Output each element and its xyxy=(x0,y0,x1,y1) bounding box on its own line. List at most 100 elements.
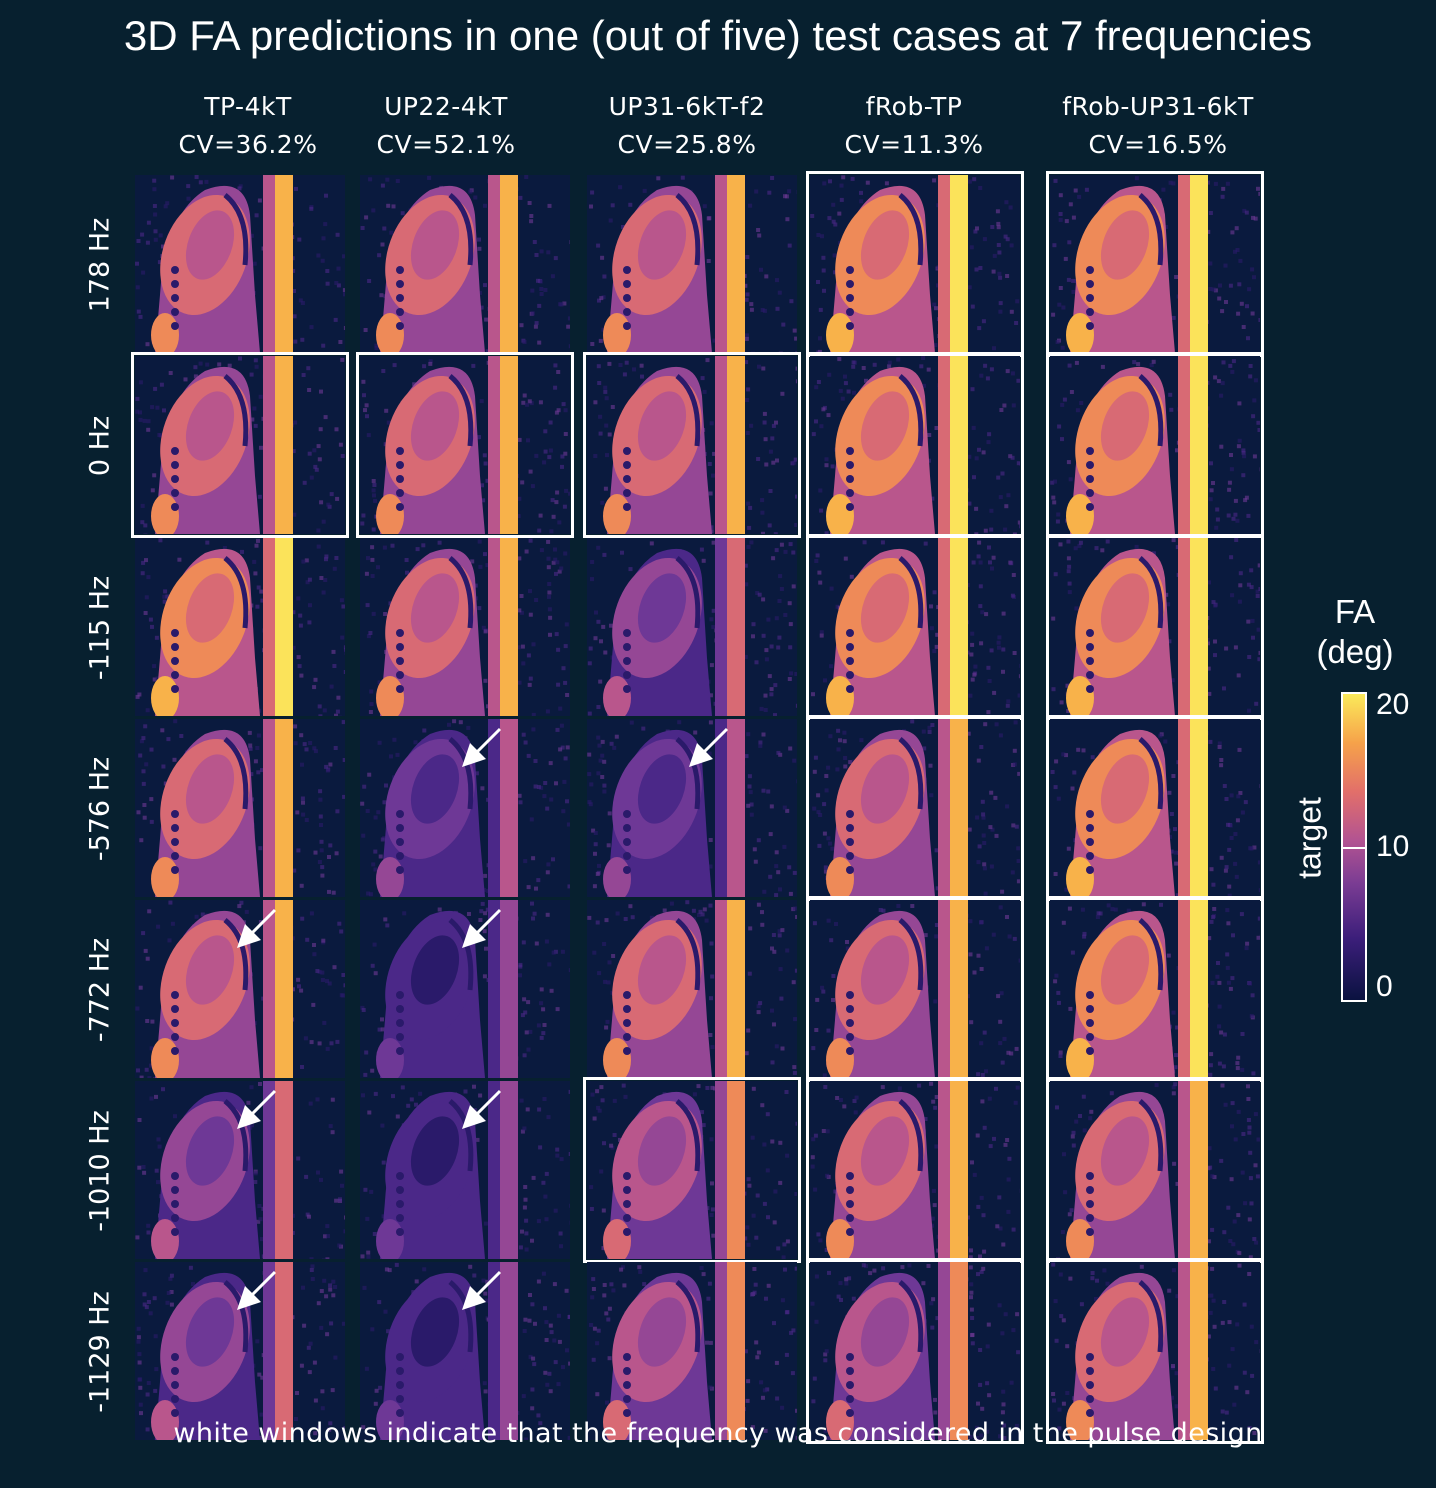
fa-map-panel xyxy=(583,1077,801,1263)
artifact-arrow-icon xyxy=(462,908,502,948)
fa-map-panel xyxy=(1046,352,1264,538)
fa-map-panel xyxy=(135,900,345,1078)
fa-map-panel xyxy=(1046,534,1264,720)
artifact-arrow-icon xyxy=(462,727,502,767)
artifact-arrow-icon xyxy=(237,908,277,948)
fa-map-panel xyxy=(1046,1077,1264,1263)
colorbar-title: FA (deg) xyxy=(1300,592,1410,672)
fa-map-image xyxy=(360,356,570,534)
fa-map-panel xyxy=(356,352,574,538)
colorbar-title-line2: (deg) xyxy=(1316,633,1394,670)
row-frequency-label: -115 Hz xyxy=(84,575,116,681)
fa-map-image xyxy=(811,356,1020,534)
fa-map-panel xyxy=(360,900,570,1078)
fa-map-image xyxy=(589,1262,797,1440)
fa-map-panel xyxy=(1046,171,1264,357)
fa-map-image xyxy=(135,900,345,1078)
artifact-arrow-icon xyxy=(237,1270,277,1310)
figure-title: 3D FA predictions in one (out of five) t… xyxy=(123,12,1313,59)
fa-map-image xyxy=(593,356,797,534)
fa-map-image xyxy=(1055,1081,1260,1259)
fa-map-panel xyxy=(806,1077,1024,1263)
fa-map-panel xyxy=(806,352,1024,538)
fa-map-image xyxy=(1051,538,1260,716)
artifact-arrow-icon xyxy=(462,1089,502,1129)
fa-map-image xyxy=(136,719,345,897)
fa-map-panel xyxy=(587,175,797,353)
colorbar-tick-min: 0 xyxy=(1376,970,1393,1003)
fa-map-image xyxy=(364,538,570,716)
fa-map-image xyxy=(135,356,345,534)
fa-map-image xyxy=(135,1081,345,1259)
column-method-name: UP31-6kT-f2 xyxy=(608,92,766,121)
fa-map-panel xyxy=(1046,1258,1264,1444)
column-method-name: TP-4kT xyxy=(204,92,292,121)
fa-map-panel xyxy=(360,719,570,897)
artifact-arrow-icon xyxy=(689,727,729,767)
fa-map-panel xyxy=(135,1081,345,1259)
fa-map-image xyxy=(587,538,797,716)
row-frequency-label: -1129 Hz xyxy=(84,1291,116,1413)
column-cv-value: CV=16.5% xyxy=(1088,130,1228,159)
fa-map-panel xyxy=(587,900,797,1078)
column-cv-value: CV=25.8% xyxy=(617,130,757,159)
fa-map-image xyxy=(1053,900,1260,1078)
column-header: TP-4kT CV=36.2% xyxy=(118,88,378,164)
colorbar-tick-max: 20 xyxy=(1376,688,1410,721)
column-method-name: UP22-4kT xyxy=(384,92,508,121)
artifact-arrow-icon xyxy=(462,1270,502,1310)
fa-map-panel xyxy=(806,896,1024,1082)
fa-map-panel xyxy=(1046,896,1264,1082)
row-frequency-label: 0 Hz xyxy=(84,415,116,477)
fa-map-panel xyxy=(135,719,345,897)
row-frequency-label: -576 Hz xyxy=(84,756,116,862)
column-header: UP31-6kT-f2 CV=25.8% xyxy=(557,88,817,164)
column-cv-value: CV=52.1% xyxy=(376,130,516,159)
fa-map-panel xyxy=(1046,715,1264,901)
fa-map-panel xyxy=(135,1262,345,1440)
fa-map-panel xyxy=(583,352,801,538)
figure-footnote: white windows indicate that the frequenc… xyxy=(173,1418,1263,1449)
fa-map-panel xyxy=(360,538,570,716)
fa-map-panel xyxy=(135,538,345,716)
fa-map-image xyxy=(135,175,345,353)
colorbar-label: target xyxy=(1291,797,1328,879)
column-method-name: fRob-TP xyxy=(865,92,963,121)
fa-map-image xyxy=(1051,1262,1260,1440)
fa-map-image xyxy=(1051,175,1260,353)
row-frequency-label: 178 Hz xyxy=(84,217,116,313)
column-header: fRob-UP31-6kT CV=16.5% xyxy=(1028,88,1288,164)
fa-map-panel xyxy=(360,175,570,353)
column-method-name: fRob-UP31-6kT xyxy=(1062,92,1254,121)
fa-map-image xyxy=(811,538,1020,716)
fa-map-image xyxy=(587,900,797,1078)
fa-map-panel xyxy=(587,719,797,897)
fa-map-panel xyxy=(806,534,1024,720)
column-cv-value: CV=36.2% xyxy=(178,130,318,159)
fa-map-image xyxy=(1050,719,1260,897)
fa-map-image xyxy=(135,538,345,716)
fa-map-image xyxy=(360,175,570,353)
row-frequency-label: -772 Hz xyxy=(84,937,116,1043)
fa-map-panel xyxy=(806,1258,1024,1444)
fa-map-panel xyxy=(131,352,349,538)
column-header: fRob-TP CV=11.3% xyxy=(784,88,1044,164)
fa-map-image xyxy=(810,175,1020,353)
fa-map-panel xyxy=(135,175,345,353)
colorbar-tick-mid: 10 xyxy=(1376,830,1410,863)
fa-map-panel xyxy=(360,1262,570,1440)
fa-map-panel xyxy=(587,1262,797,1440)
fa-map-image xyxy=(360,719,570,897)
fa-map-panel xyxy=(806,715,1024,901)
colorbar-title-line1: FA xyxy=(1334,593,1376,630)
row-frequency-label: -1010 Hz xyxy=(84,1110,116,1232)
artifact-arrow-icon xyxy=(237,1089,277,1129)
fa-map-image xyxy=(589,175,797,353)
fa-map-image xyxy=(810,1262,1020,1440)
column-header: UP22-4kT CV=52.1% xyxy=(316,88,576,164)
fa-map-image xyxy=(810,1081,1020,1259)
fa-map-image xyxy=(589,1081,797,1259)
fa-map-image xyxy=(136,1262,345,1440)
fa-map-image xyxy=(1050,356,1260,534)
fa-map-image xyxy=(811,900,1020,1078)
